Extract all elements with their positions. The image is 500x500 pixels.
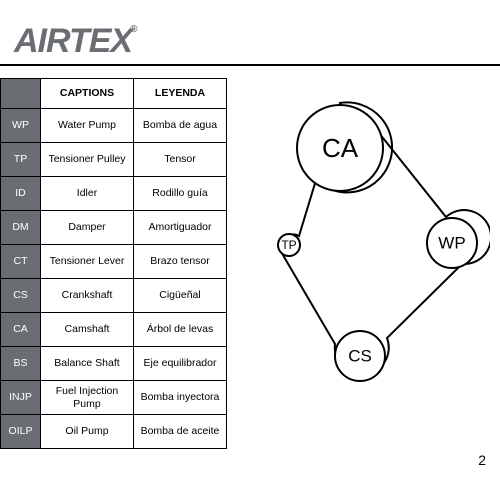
legend-code: CA [1, 313, 41, 347]
pulley-label: CS [348, 347, 372, 366]
legend-es: Bomba de agua [134, 109, 227, 143]
table-row: IDIdlerRodillo guía [1, 177, 227, 211]
legend-code: ID [1, 177, 41, 211]
legend-en: Water Pump [41, 109, 134, 143]
legend-en: Camshaft [41, 313, 134, 347]
legend-table-wrap: CAPTIONS LEYENDA WPWater PumpBomba de ag… [0, 78, 225, 449]
legend-table: CAPTIONS LEYENDA WPWater PumpBomba de ag… [0, 78, 227, 449]
brand-text: AIRTEX [14, 22, 132, 60]
pulley-label: WP [438, 234, 465, 253]
table-row: WPWater PumpBomba de agua [1, 109, 227, 143]
legend-es: Árbol de levas [134, 313, 227, 347]
legend-es: Rodillo guía [134, 177, 227, 211]
legend-code: OILP [1, 415, 41, 449]
trademark: ® [130, 24, 136, 35]
legend-code: WP [1, 109, 41, 143]
table-row: DMDamperAmortiguador [1, 211, 227, 245]
pulley-cs: CS [335, 331, 385, 381]
pulley-ca: CA [297, 105, 383, 191]
table-row: BSBalance ShaftEje equilibrador [1, 347, 227, 381]
legend-en: Oil Pump [41, 415, 134, 449]
legend-header-es: LEYENDA [134, 79, 227, 109]
table-row: TPTensioner PulleyTensor [1, 143, 227, 177]
legend-es: Eje equilibrador [134, 347, 227, 381]
legend-code: CT [1, 245, 41, 279]
legend-es: Amortiguador [134, 211, 227, 245]
page-number: 2 [478, 452, 486, 468]
table-row: CSCrankshaftCigüeñal [1, 279, 227, 313]
pulley-label: CA [322, 133, 359, 163]
legend-code: INJP [1, 381, 41, 415]
legend-code: DM [1, 211, 41, 245]
belt-diagram: CA WP CS TP [232, 78, 490, 418]
brand-logo: AIRTEX® [14, 22, 138, 61]
legend-code: TP [1, 143, 41, 177]
legend-code: CS [1, 279, 41, 313]
legend-header-blank [1, 79, 41, 109]
legend-header-en: CAPTIONS [41, 79, 134, 109]
pulley-tp: TP [278, 234, 300, 256]
table-row: INJPFuel Injection PumpBomba inyectora [1, 381, 227, 415]
legend-en: Balance Shaft [41, 347, 134, 381]
legend-code: BS [1, 347, 41, 381]
pulley-label: TP [281, 238, 296, 252]
table-row: CTTensioner LeverBrazo tensor [1, 245, 227, 279]
table-row: OILPOil PumpBomba de aceite [1, 415, 227, 449]
legend-es: Tensor [134, 143, 227, 177]
legend-es: Bomba inyectora [134, 381, 227, 415]
legend-es: Cigüeñal [134, 279, 227, 313]
header-rule [0, 64, 500, 66]
legend-en: Fuel Injection Pump [41, 381, 134, 415]
legend-en: Tensioner Lever [41, 245, 134, 279]
legend-en: Idler [41, 177, 134, 211]
legend-en: Crankshaft [41, 279, 134, 313]
pulley-wp: WP [427, 218, 477, 268]
legend-en: Tensioner Pulley [41, 143, 134, 177]
legend-es: Bomba de aceite [134, 415, 227, 449]
legend-en: Damper [41, 211, 134, 245]
table-row: CACamshaftÁrbol de levas [1, 313, 227, 347]
legend-es: Brazo tensor [134, 245, 227, 279]
